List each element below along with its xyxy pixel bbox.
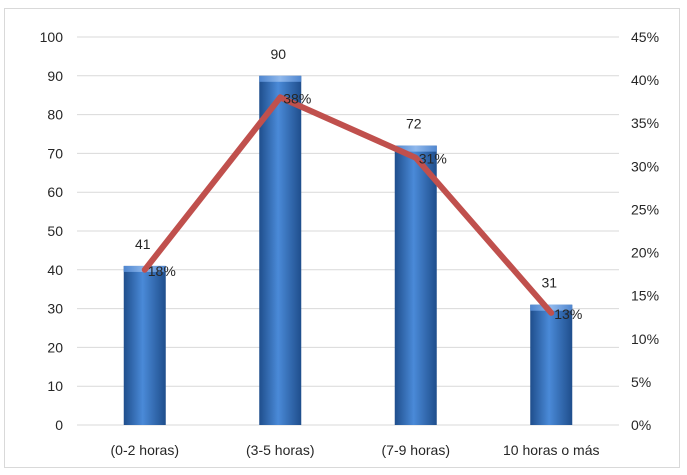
- bar: [530, 304, 573, 425]
- right-tick-label: 40%: [631, 72, 659, 88]
- left-tick-label: 60: [47, 184, 63, 200]
- bar-cap: [394, 145, 437, 152]
- category-label: (3-5 horas): [246, 442, 314, 458]
- category-axis: (0-2 horas) (3-5 horas) (7-9 horas) 10 hora…: [111, 442, 600, 458]
- category-label: 10 horas o más: [503, 442, 600, 458]
- line-path: [141, 94, 555, 316]
- left-tick-label: 10: [47, 378, 63, 394]
- right-tick-label: 10%: [631, 331, 659, 347]
- line-data-label: 18%: [148, 263, 176, 279]
- left-tick-label: 30: [47, 301, 63, 317]
- right-tick-label: 30%: [631, 158, 659, 174]
- left-tick-label: 70: [47, 145, 63, 161]
- line-series: [141, 94, 555, 316]
- left-tick-label: 50: [47, 223, 63, 239]
- bar-data-label: 72: [406, 116, 422, 132]
- bar-cap: [530, 304, 573, 311]
- right-tick-label: 20%: [631, 245, 659, 261]
- bar: [394, 145, 437, 425]
- line-data-label: 38%: [283, 90, 311, 106]
- bar-data-label: 31: [541, 275, 557, 291]
- gridlines: [77, 36, 619, 426]
- bar-data-label: 41: [135, 236, 151, 252]
- bar-series: [123, 75, 573, 426]
- data-labels: 41 90 72 31 18% 38% 31% 13%: [135, 46, 582, 322]
- left-tick-label: 80: [47, 107, 63, 123]
- bar: [259, 75, 302, 426]
- right-tick-label: 25%: [631, 201, 659, 217]
- bar-data-label: 90: [270, 46, 286, 62]
- left-tick-label: 90: [47, 68, 63, 84]
- right-tick-label: 0%: [631, 417, 651, 433]
- right-tick-label: 15%: [631, 288, 659, 304]
- left-axis: 0 10 20 30 40 50 60 70 80 90 100: [40, 29, 64, 433]
- category-label: (7-9 horas): [382, 442, 450, 458]
- left-tick-label: 0: [55, 417, 63, 433]
- bar-cap: [259, 75, 302, 82]
- left-tick-label: 100: [40, 29, 64, 45]
- left-tick-label: 40: [47, 262, 63, 278]
- category-label: (0-2 horas): [111, 442, 179, 458]
- chart-frame: 0 10 20 30 40 50 60 70 80 90 100 0% 5% 10% 15% 20% 25% 3…: [4, 8, 680, 468]
- line-data-label: 31%: [419, 151, 447, 167]
- combo-chart: 0 10 20 30 40 50 60 70 80 90 100 0% 5% 10% 15% 20% 25% 3…: [40, 29, 659, 458]
- right-tick-label: 5%: [631, 374, 651, 390]
- line-data-label: 13%: [554, 306, 582, 322]
- right-tick-label: 35%: [631, 115, 659, 131]
- right-tick-label: 45%: [631, 29, 659, 45]
- right-axis: 0% 5% 10% 15% 20% 25% 30% 35% 40% 45%: [631, 29, 659, 433]
- left-tick-label: 20: [47, 339, 63, 355]
- bar: [123, 265, 166, 425]
